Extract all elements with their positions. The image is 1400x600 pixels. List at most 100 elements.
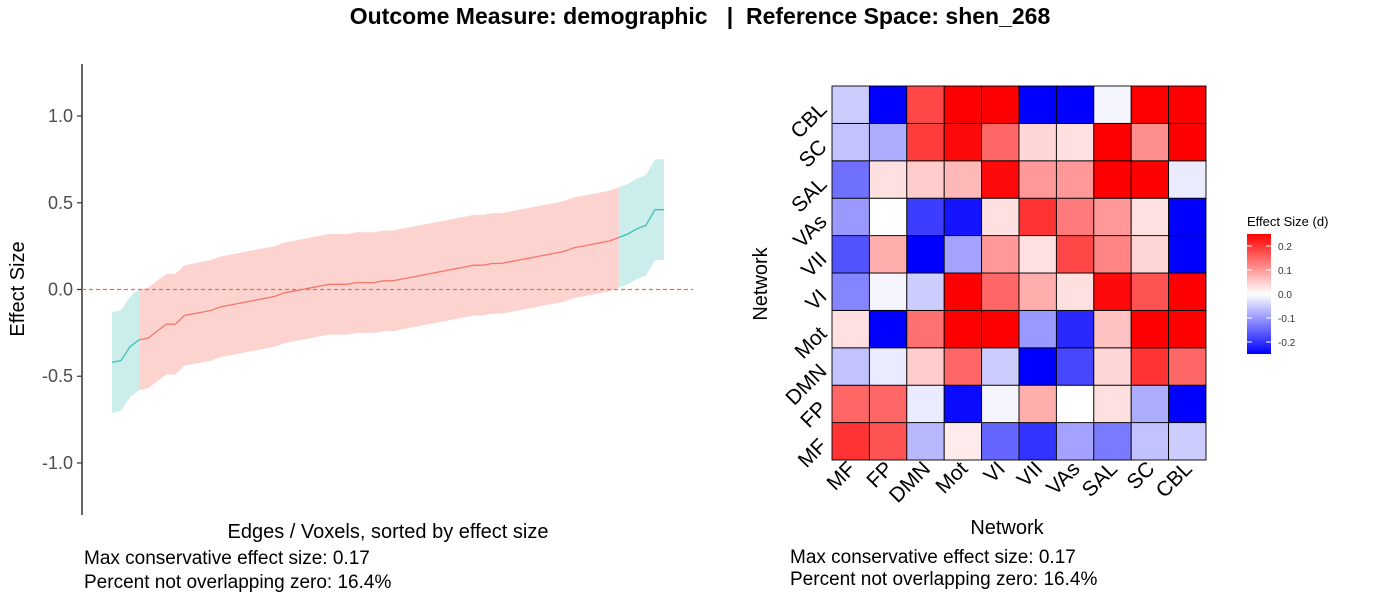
heatmap-cell-VI-Mot (943, 272, 983, 311)
heatmap-cell-SC-MF (831, 122, 870, 162)
nonsignificant-ribbon-1 (139, 187, 619, 391)
significant-line-0 (111, 339, 140, 364)
heatmap-cell-FP-Mot (943, 384, 983, 424)
heatmap-x-tick-label: Mot (931, 457, 972, 498)
heatmap-cell-MF-CBL (1168, 422, 1207, 461)
heatmap-cell-SC-FP (868, 122, 908, 162)
heatmap-cell-DMN-SAL (1093, 347, 1132, 386)
heatmap-y-tick-label: Mot (791, 322, 832, 363)
heatmap-cell-VAs-SAL (1093, 197, 1132, 237)
heatmap-cell-SAL-DMN (906, 160, 945, 199)
heatmap-cell-MF-FP (868, 422, 908, 461)
heatmap-cell-VII-SC (1130, 235, 1170, 274)
x-axis-title: Edges / Voxels, sorted by effect size (228, 521, 549, 543)
y-axis-title: Effect Size (7, 241, 29, 336)
heatmap-cell-SAL-Mot (943, 160, 983, 199)
heatmap-x-tick-label: SAL (1078, 457, 1122, 501)
y-tick-label: 1.0 (48, 106, 73, 126)
heatmap-cell-SC-Mot (943, 122, 983, 162)
heatmap-cell-Mot-CBL (1168, 309, 1207, 349)
heatmap-cell-CBL-SAL (1093, 85, 1132, 124)
heatmap-cell-DMN-MF (831, 347, 870, 386)
heatmap-cell-Mot-MF (831, 309, 870, 349)
effect-size-lines (111, 209, 664, 364)
heatmap-cell-MF-VI (981, 422, 1020, 461)
heatmap-cell-MF-SAL (1093, 422, 1132, 461)
significant-ribbon-0 (112, 289, 140, 413)
nonsignificant-line-1 (138, 236, 620, 341)
heatmap-cell-CBL-MF (831, 85, 870, 124)
heatmap-x-tick-label: VII (1013, 457, 1047, 491)
heatmap-cell-SAL-VII (1018, 160, 1057, 199)
heatmap-cell-VI-MF (831, 272, 870, 311)
heatmap-cell-Mot-Mot (943, 309, 983, 349)
heatmap-cell-SAL-MF (831, 160, 870, 199)
heatmap-cell-SAL-FP (868, 160, 908, 199)
heatmap-x-tick-label: VAs (1042, 457, 1084, 499)
heatmap-cell-DMN-SC (1130, 347, 1170, 386)
heatmap-y-tick-label: CBL (786, 98, 831, 143)
heatmap-cell-FP-MF (831, 384, 870, 424)
heatmap-y-tick-label: VAs (789, 210, 831, 252)
heatmap-cell-FP-FP (868, 384, 908, 424)
note-max-effect-left: Max conservative effect size: 0.17 (84, 548, 370, 569)
heatmap-cell-CBL-VAs (1055, 85, 1095, 124)
heatmap-y-tick-label: VI (801, 285, 831, 315)
heatmap-cell-VI-SC (1130, 272, 1170, 311)
legend-tick-label: 0.2 (1278, 242, 1292, 253)
heatmap-x-tick-label: VI (980, 457, 1010, 487)
heatmap-cell-VAs-CBL (1168, 197, 1207, 237)
heatmap-cell-SAL-SAL (1093, 160, 1132, 199)
heatmap-cell-DMN-Mot (943, 347, 983, 386)
heatmap-cell-CBL-DMN (906, 85, 945, 124)
legend-tick-label: 0.0 (1278, 290, 1292, 301)
heatmap-cell-SC-SC (1130, 122, 1170, 162)
legend-tick-label: 0.1 (1278, 266, 1292, 277)
heatmap-cell-SC-VII (1018, 122, 1057, 162)
heatmap-cell-VII-VII (1018, 235, 1057, 274)
heatmap-y-tick-label: VII (797, 248, 831, 282)
heatmap-cell-SC-CBL (1168, 122, 1207, 162)
heatmap-cell-MF-VAs (1055, 422, 1095, 461)
heatmap-x-axis-title: Network (970, 517, 1044, 539)
heatmap-cell-CBL-SC (1130, 85, 1170, 124)
heatmap-cell-CBL-CBL (1168, 85, 1207, 124)
heatmap-cell-CBL-VI (981, 85, 1020, 124)
heatmap-cell-VAs-Mot (943, 197, 983, 237)
heatmap-cell-VII-FP (868, 235, 908, 274)
note-percent-left: Percent not overlapping zero: 16.4% (84, 572, 391, 593)
heatmap-cell-VII-CBL (1168, 235, 1207, 274)
heatmap-cell-Mot-VAs (1055, 309, 1095, 349)
heatmap-cell-VAs-VII (1018, 197, 1057, 237)
legend-tick-label: -0.1 (1278, 314, 1296, 325)
heatmap-cells (831, 85, 1207, 461)
heatmap-cell-MF-SC (1130, 422, 1170, 461)
confidence-ribbons (112, 159, 664, 413)
y-ticks: -1.0 -0.5 0.0 0.5 1.0 (42, 106, 82, 473)
legend-title: Effect Size (d) (1247, 214, 1328, 229)
heatmap-cell-SAL-SC (1130, 160, 1170, 199)
heatmap-cell-DMN-CBL (1168, 347, 1207, 386)
heatmap-cell-FP-VII (1018, 384, 1057, 424)
heatmap-cell-SAL-CBL (1168, 160, 1207, 199)
heatmap-cell-Mot-SC (1130, 309, 1170, 349)
heatmap-cell-DMN-VII (1018, 347, 1057, 386)
heatmap-cell-VI-VAs (1055, 272, 1095, 311)
heatmap-cell-VAs-DMN (906, 197, 945, 237)
heatmap-cell-VAs-SC (1130, 197, 1170, 237)
heatmap-cell-SC-SAL (1093, 122, 1132, 162)
heatmap-x-tick-label: CBL (1152, 457, 1197, 502)
heatmap-cell-FP-SAL (1093, 384, 1132, 424)
heatmap-cell-VII-VI (981, 235, 1020, 274)
heatmap-cell-VAs-MF (831, 197, 870, 237)
heatmap-y-tick-label: DMN (781, 360, 831, 410)
heatmap-cell-DMN-VAs (1055, 347, 1095, 386)
heatmap-cell-FP-CBL (1168, 384, 1207, 424)
heatmap-cell-MF-DMN (906, 422, 945, 461)
significant-ribbon-2 (618, 159, 664, 288)
legend-ticks: 0.2 0.1 0.0 -0.1 -0.2 (1247, 242, 1296, 349)
heatmap-cell-VAs-VAs (1055, 197, 1095, 237)
